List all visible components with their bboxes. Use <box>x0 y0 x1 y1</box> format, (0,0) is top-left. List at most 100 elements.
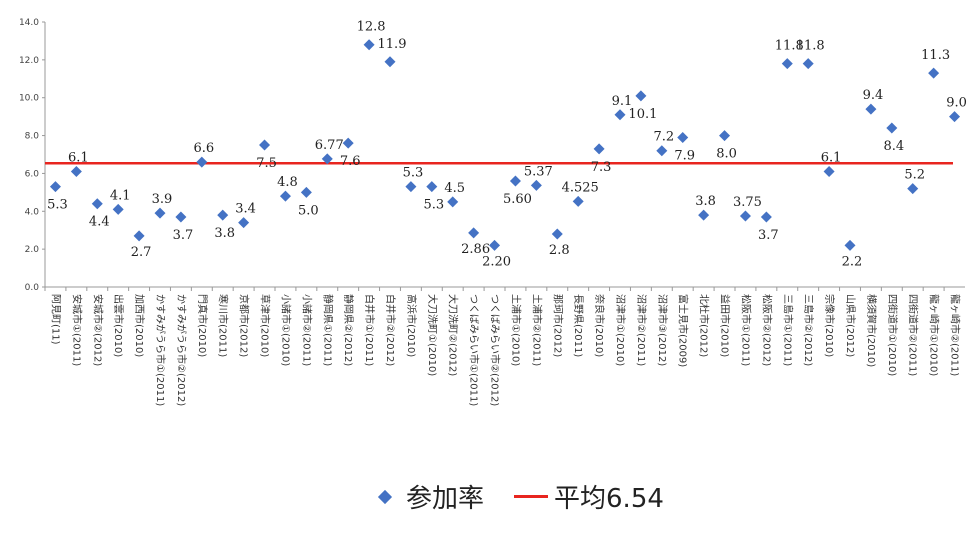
data-label: 6.1 <box>68 151 89 166</box>
legend-series-label: 参加率 <box>406 484 485 514</box>
data-point <box>49 181 61 193</box>
data-label: 2.2 <box>842 254 863 269</box>
y-tick-label: 12.0 <box>19 56 39 66</box>
data-label: 9.1 <box>612 94 633 109</box>
data-point <box>865 103 877 115</box>
x-category-label: 門真市(2010) <box>196 294 209 357</box>
x-category-label: 土浦市②(2011) <box>530 294 543 366</box>
data-label: 9.0 <box>946 96 967 111</box>
x-category-label: 宗像市(2010) <box>823 294 836 357</box>
x-category-label: 那珂市(2012) <box>551 294 564 357</box>
x-category-label: 寒川市(2011) <box>217 294 230 357</box>
x-category-label: 松阪市②(2012) <box>760 294 773 366</box>
x-category-label: 草津市(2010) <box>259 294 272 357</box>
x-category-label: つくばみらい市②(2012) <box>489 294 502 406</box>
x-category-label: 静岡県①(2011) <box>321 294 334 366</box>
y-tick-label: 10.0 <box>19 94 39 104</box>
data-point <box>509 175 521 187</box>
data-label: 2.7 <box>131 245 152 260</box>
y-tick-label: 2.0 <box>25 245 40 255</box>
x-category-label: 松阪市①(2011) <box>739 294 752 366</box>
x-category-label: 北杜市(2012) <box>698 294 711 357</box>
data-label: 7.2 <box>653 130 674 145</box>
data-point <box>447 196 459 208</box>
data-label: 11.9 <box>378 37 407 52</box>
data-label: 8.0 <box>716 147 737 162</box>
data-label: 5.3 <box>423 198 444 213</box>
data-label: 10.1 <box>628 107 657 122</box>
x-category-label: 四街道市①(2010) <box>886 294 899 376</box>
data-point <box>91 198 103 210</box>
data-label: 5.3 <box>47 198 68 213</box>
x-category-label: 静岡県②(2012) <box>342 294 355 366</box>
data-label: 11.8 <box>775 39 804 54</box>
x-category-label: 加西市(2010) <box>133 294 146 357</box>
data-point <box>70 166 82 178</box>
x-category-label: 長野県(2011) <box>572 294 584 357</box>
data-label: 7.3 <box>591 160 612 175</box>
data-label: 5.0 <box>298 203 319 218</box>
data-point <box>928 67 940 79</box>
data-point <box>635 90 647 102</box>
x-category-label: 京都市(2012) <box>238 294 251 357</box>
data-point <box>238 217 250 229</box>
x-category-label: 高浜市(2010) <box>405 294 418 357</box>
data-point <box>698 209 710 221</box>
data-point <box>384 56 396 68</box>
y-tick-label: 14.0 <box>19 18 39 28</box>
data-label: 2.8 <box>549 243 570 258</box>
x-category-label: 富士見市(2009) <box>677 294 690 367</box>
x-category-label: 白井市①(2011) <box>363 294 376 366</box>
x-category-label: 阿見町(11) <box>49 294 61 345</box>
x-category-label: 安城市②(2012) <box>91 294 104 366</box>
data-point <box>677 131 689 143</box>
x-category-label: 出雲市(2010) <box>112 294 125 357</box>
x-category-label: 龍ヶ崎市①(2010) <box>928 294 941 376</box>
data-label: 6.6 <box>193 141 214 156</box>
data-point <box>489 239 501 251</box>
data-point <box>196 156 208 168</box>
x-category-label: 大刀洗町②(2012) <box>447 294 460 376</box>
x-category-label: 小諸市①(2010) <box>279 294 292 366</box>
data-point <box>154 207 166 219</box>
data-label: 9.4 <box>863 88 884 103</box>
data-point <box>321 153 333 165</box>
data-label: 7.5 <box>256 156 277 171</box>
data-label: 3.7 <box>173 228 194 243</box>
data-label: 7.6 <box>340 154 361 169</box>
data-point <box>949 111 961 123</box>
x-category-label: 白井市②(2012) <box>384 294 397 366</box>
data-point <box>426 181 438 193</box>
x-category-label: かすみがうら市①(2011) <box>154 294 167 406</box>
y-tick-label: 4.0 <box>25 207 40 217</box>
data-label: 4.1 <box>110 188 131 203</box>
x-category-label: 横須賀市(2010) <box>865 294 878 367</box>
x-category-label: 沼津市③(2012) <box>656 294 669 366</box>
data-label: 6.1 <box>821 151 842 166</box>
data-label: 5.2 <box>904 168 925 183</box>
data-label: 2.20 <box>482 254 511 269</box>
data-label: 7.9 <box>674 148 695 163</box>
x-category-label: かすみがうら市②(2012) <box>175 294 188 406</box>
data-point <box>739 210 751 222</box>
x-category-label: 四街道市②(2011) <box>907 294 920 376</box>
x-category-label: 沼津市①(2010) <box>614 294 627 366</box>
data-point <box>405 181 417 193</box>
data-label: 3.8 <box>695 194 716 209</box>
data-label: 4.5 <box>444 181 465 196</box>
data-point <box>844 239 856 251</box>
data-label: 11.3 <box>921 48 950 63</box>
data-point <box>614 109 626 121</box>
data-point <box>823 166 835 178</box>
data-point <box>907 183 919 195</box>
data-label: 12.8 <box>357 20 386 35</box>
data-point <box>802 58 814 70</box>
data-label: 4.4 <box>89 215 110 230</box>
x-category-label: 三島市②(2012) <box>802 294 815 366</box>
data-point <box>719 130 731 142</box>
data-label: 4.525 <box>562 180 599 195</box>
data-point <box>551 228 563 240</box>
data-point <box>363 39 375 51</box>
x-category-label: 小諸市②(2011) <box>300 294 313 366</box>
